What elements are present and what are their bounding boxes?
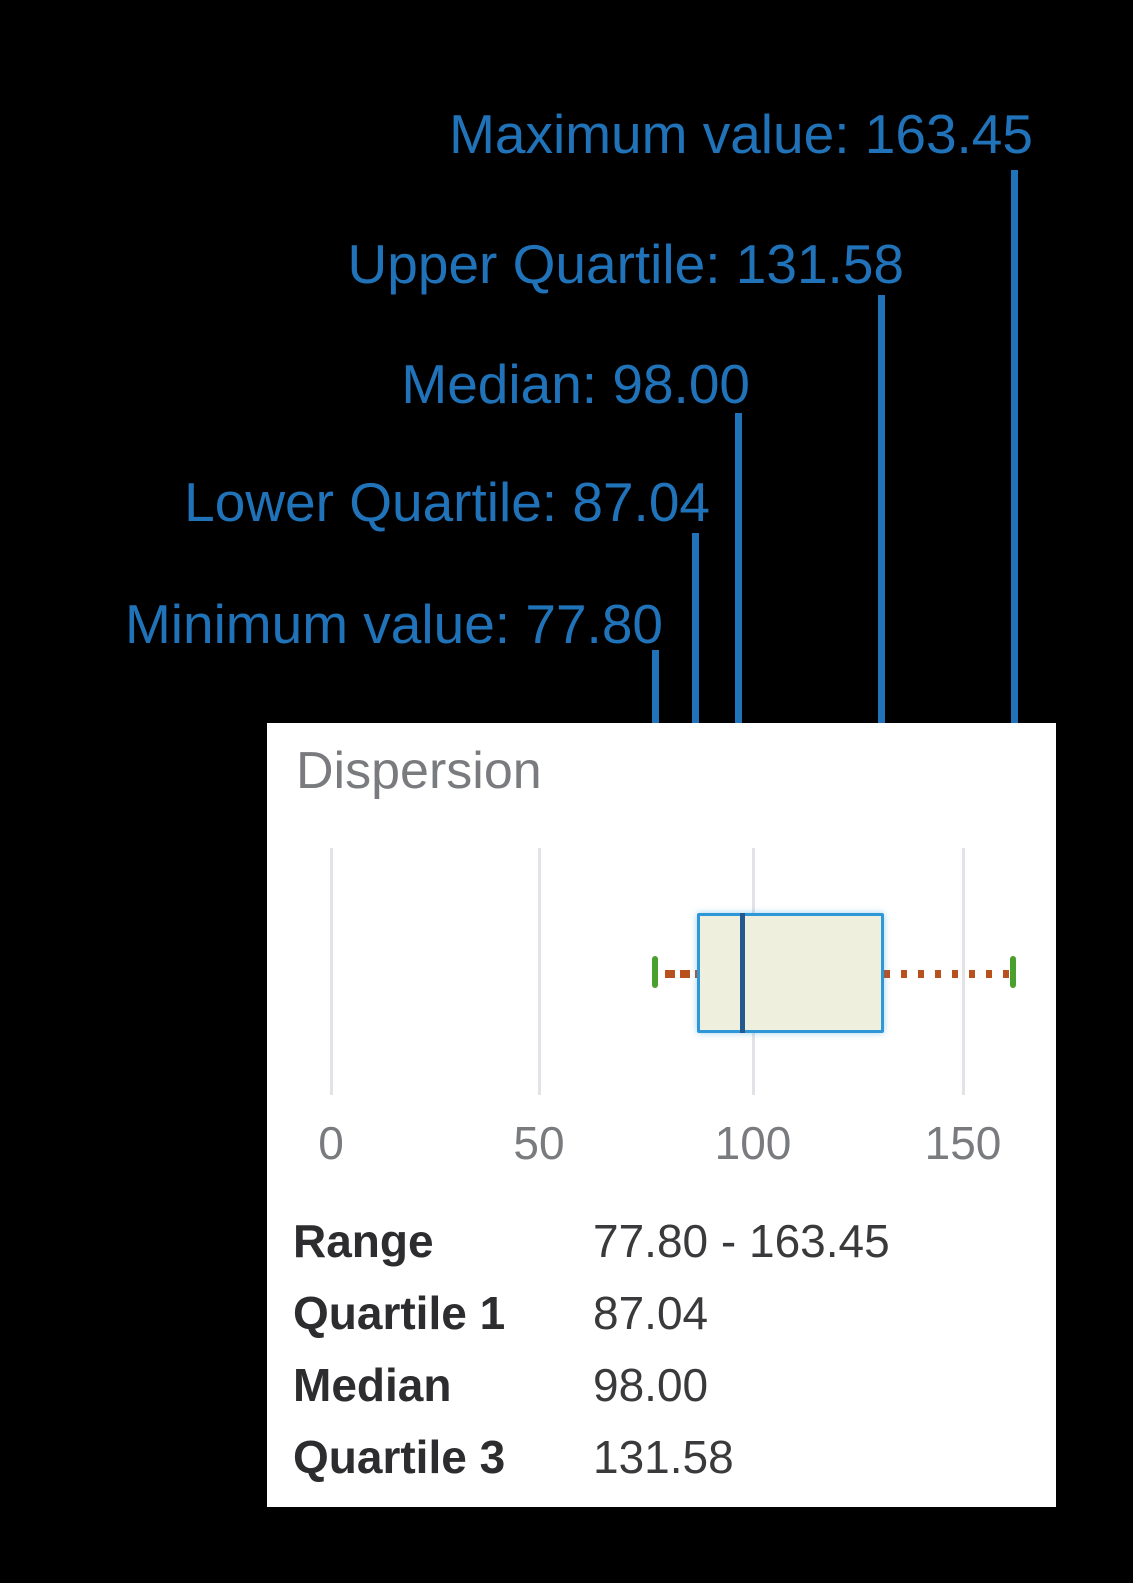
- axis-tick-label-50: 50: [513, 1117, 565, 1169]
- axis-tick-label-150: 150: [924, 1117, 1002, 1169]
- maximum-tick: [1010, 956, 1016, 988]
- gridline-0: [330, 848, 333, 1095]
- axis-tick-label-0: 0: [318, 1117, 344, 1169]
- arrow-shaft: [734, 413, 742, 865]
- table-row-median: Median 98.00: [293, 1360, 1033, 1420]
- row-value: 87.04: [593, 1287, 709, 1339]
- minimum-tick: [652, 956, 658, 988]
- annotation-label-median: Median: 98.00: [401, 353, 750, 415]
- row-label: Quartile 3: [293, 1431, 506, 1483]
- annotation-label-maximum: Maximum value: 163.45: [449, 103, 1033, 165]
- dispersion-panel: Dispersion 0 50 100 150 Range 77.80 - 16…: [267, 723, 1056, 1507]
- row-value: 98.00: [593, 1359, 709, 1411]
- row-value: 131.58: [593, 1431, 734, 1483]
- row-label: Quartile 1: [293, 1287, 506, 1339]
- table-row-quartile3: Quartile 3 131.58: [293, 1432, 1033, 1492]
- annotation-label-minimum: Minimum value: 77.80: [124, 593, 663, 655]
- arrow-shaft: [691, 533, 699, 865]
- arrow-shaft: [877, 295, 885, 865]
- panel-title: Dispersion: [296, 742, 542, 800]
- row-value: 77.80 - 163.45: [593, 1215, 890, 1267]
- median-line: [740, 913, 745, 1033]
- row-label: Median: [293, 1359, 452, 1411]
- gridline-50: [538, 848, 541, 1095]
- annotation-label-lower-quartile: Lower Quartile: 87.04: [184, 471, 710, 533]
- axis-tick-label-100: 100: [714, 1117, 792, 1169]
- table-row-range: Range 77.80 - 163.45: [293, 1216, 1033, 1276]
- table-row-quartile1: Quartile 1 87.04: [293, 1288, 1033, 1348]
- annotation-label-upper-quartile: Upper Quartile: 131.58: [347, 233, 904, 295]
- arrow-shaft: [1010, 170, 1018, 914]
- left-whisker-dashed: [660, 970, 697, 978]
- right-whisker-dotted: [884, 970, 1010, 978]
- interquartile-box: [697, 913, 884, 1033]
- row-label: Range: [293, 1215, 434, 1267]
